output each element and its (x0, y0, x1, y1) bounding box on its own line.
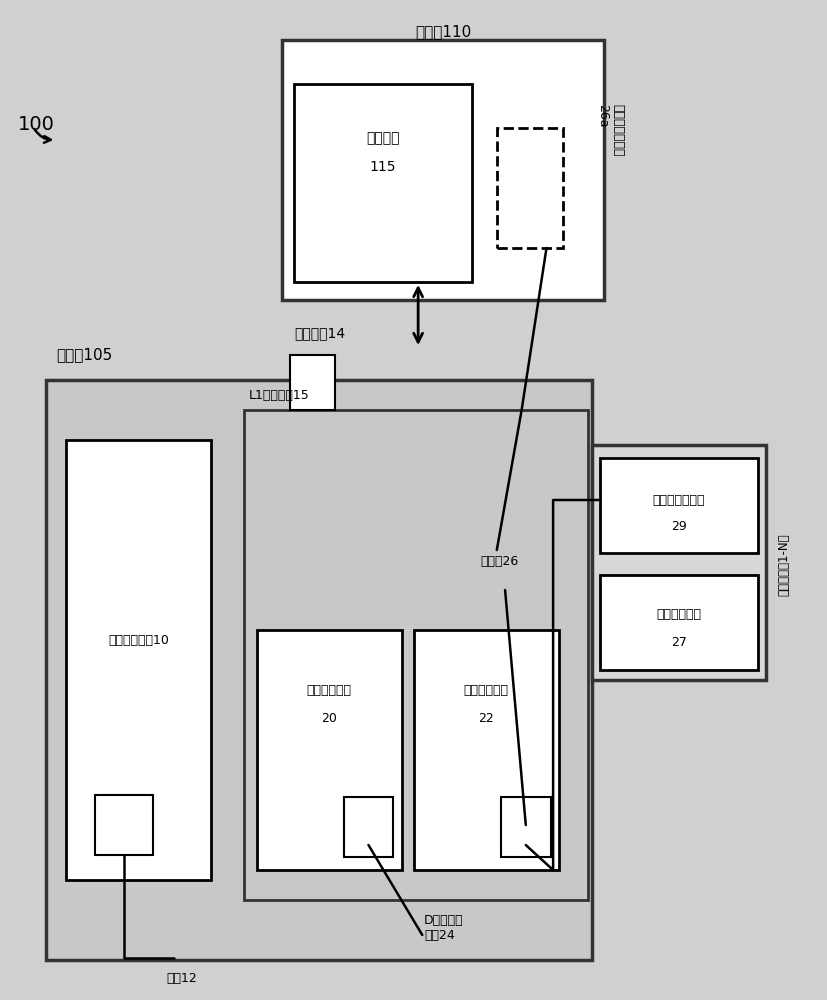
Text: 115: 115 (369, 160, 395, 174)
Text: 100: 100 (18, 115, 55, 134)
Bar (289, 355, 335, 410)
Text: 跟踪表26: 跟踪表26 (480, 555, 518, 568)
Text: 软件应用14: 软件应用14 (294, 326, 345, 340)
Text: 存储器110: 存储器110 (414, 24, 471, 39)
Bar (294, 84, 471, 282)
Text: 数据高速缓存: 数据高速缓存 (306, 684, 351, 696)
Bar (281, 40, 604, 300)
Text: 电路（核心）10: 电路（核心）10 (108, 634, 170, 647)
Bar (414, 630, 558, 870)
Bar (591, 445, 765, 680)
Text: 20: 20 (320, 712, 337, 724)
Bar (500, 797, 550, 857)
Text: L1高速缓存15: L1高速缓存15 (248, 389, 308, 402)
Text: 22: 22 (477, 712, 494, 724)
Bar (343, 797, 393, 857)
Text: 处理器105: 处理器105 (56, 347, 112, 362)
Text: 电路12: 电路12 (166, 972, 198, 984)
Text: 指令高速缓存: 指令高速缓存 (463, 684, 508, 696)
Bar (600, 575, 757, 670)
Bar (244, 410, 587, 900)
Text: （对于指令1-N）: （对于指令1-N） (777, 534, 790, 596)
Text: （可选）跟踪表
26a: （可选）跟踪表 26a (595, 104, 624, 156)
Bar (66, 440, 211, 880)
Bar (256, 630, 401, 870)
Bar (600, 458, 757, 553)
Text: 27: 27 (670, 636, 686, 648)
Text: 29: 29 (670, 520, 686, 534)
Text: 命令中位置字段: 命令中位置字段 (652, 493, 705, 506)
Bar (45, 380, 591, 960)
Text: 未命中计数器: 未命中计数器 (656, 608, 700, 621)
Text: D高速缓存
目录24: D高速缓存 目录24 (423, 914, 463, 942)
Text: 程序代码: 程序代码 (366, 131, 399, 145)
Bar (95, 795, 153, 855)
Bar (496, 128, 562, 248)
